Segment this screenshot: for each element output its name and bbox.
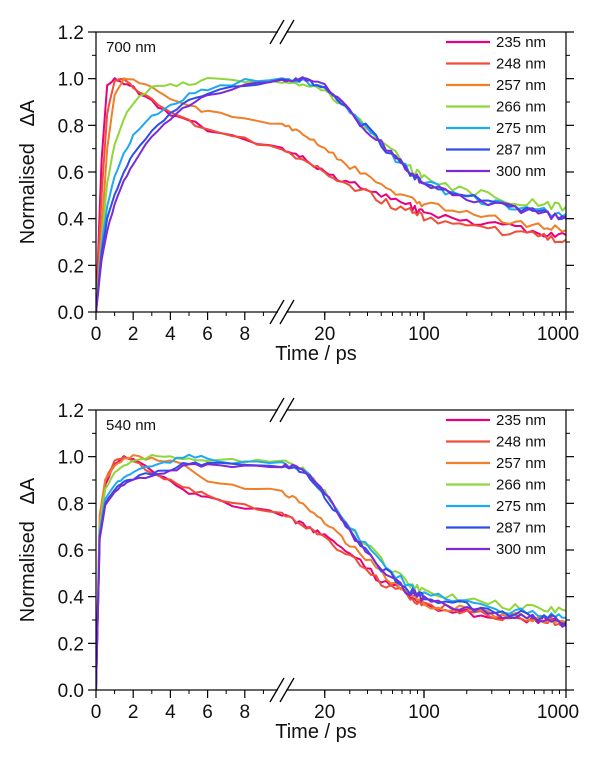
- legend-entry: 248 nm: [496, 434, 546, 451]
- legend-entry: 287 nm: [496, 520, 546, 537]
- x-tick-label: 20: [314, 702, 335, 723]
- y-tick-label: 0.0: [58, 681, 84, 702]
- axis-break-mark: [269, 397, 285, 423]
- x-tick-label: 4: [165, 702, 176, 723]
- legend-entry: 248 nm: [496, 56, 546, 73]
- series-line-248-nm: [96, 77, 566, 312]
- x-tick-label: 2: [128, 324, 139, 345]
- axis-break-gap: [278, 408, 286, 412]
- chart-panel-1: 0.0 0.2 0.4 0.6 0.8 1.0 1.2 0 2 4 6 8 20 100 1000 Time …: [17, 397, 579, 743]
- y-tick-label: 0.2: [58, 634, 84, 655]
- legend: 235 nm 248 nm 257 nm 266 nm 275 nm 287 nm 300 …: [446, 34, 546, 180]
- axis-break-mark: [269, 299, 285, 325]
- panel-label: 700 nm: [106, 39, 156, 56]
- legend-entry: 287 nm: [496, 142, 546, 159]
- axis-break-mark: [269, 677, 285, 703]
- panel-label: 540 nm: [106, 417, 156, 434]
- x-tick-label: 8: [240, 324, 251, 345]
- series-line-257-nm: [96, 77, 566, 312]
- axis-break-gap: [278, 688, 286, 692]
- series-line-300-nm: [96, 463, 566, 690]
- axis-break-gap: [278, 30, 286, 34]
- x-tick-label: 20: [314, 324, 335, 345]
- axis-break-mark: [279, 397, 295, 423]
- x-tick-label: 6: [202, 324, 213, 345]
- y-tick-label: 1.0: [58, 70, 84, 91]
- series-group: [96, 453, 566, 690]
- x-axis-title: Time / ps: [275, 343, 357, 365]
- series-line-287-nm: [96, 461, 566, 690]
- x-tick-label: 8: [240, 702, 251, 723]
- x-tick-label: 100: [408, 702, 440, 723]
- legend-entry: 235 nm: [496, 34, 546, 51]
- legend: 235 nm 248 nm 257 nm 266 nm 275 nm 287 nm 300 …: [446, 412, 546, 558]
- y-tick-label: 0.8: [58, 116, 84, 137]
- x-tick-label: 1000: [537, 702, 579, 723]
- y-tick-label: 0.4: [58, 588, 85, 609]
- axis-break-mark: [279, 299, 295, 325]
- legend-entry: 266 nm: [496, 477, 546, 494]
- legend-entry: 275 nm: [496, 120, 546, 137]
- axis-break-gap: [278, 310, 286, 314]
- y-tick-label: 0.6: [58, 541, 84, 562]
- x-tick-label: 0: [91, 324, 102, 345]
- axis-break-mark: [279, 677, 295, 703]
- series-line-266-nm: [96, 77, 566, 312]
- y-axis-title: Normalised ΔA: [17, 477, 39, 622]
- x-tick-label: 2: [128, 702, 139, 723]
- legend-entry: 275 nm: [496, 498, 546, 515]
- x-tick-label: 6: [202, 702, 213, 723]
- x-tick-label: 1000: [537, 324, 579, 345]
- y-tick-label: 0.4: [58, 210, 85, 231]
- axis-break-mark: [269, 19, 285, 45]
- legend-entry: 266 nm: [496, 99, 546, 116]
- axis-break-mark: [279, 19, 295, 45]
- y-tick-label: 1.0: [58, 448, 84, 469]
- chart-panel-0: 0.0 0.2 0.4 0.6 0.8 1.0 1.2 0 2 4 6 8 20 100 1000 Time …: [17, 19, 579, 365]
- legend-entry: 257 nm: [496, 77, 546, 94]
- x-axis-title: Time / ps: [275, 721, 357, 743]
- series-group: [96, 76, 566, 312]
- series-line-300-nm: [96, 76, 566, 312]
- series-line-248-nm: [96, 456, 566, 690]
- y-tick-label: 1.2: [58, 23, 84, 44]
- x-tick-label: 4: [165, 324, 176, 345]
- y-tick-label: 0.8: [58, 494, 84, 515]
- legend-entry: 300 nm: [496, 163, 546, 180]
- y-tick-label: 1.2: [58, 401, 84, 422]
- y-tick-label: 0.2: [58, 256, 84, 277]
- legend-entry: 257 nm: [496, 455, 546, 472]
- y-tick-label: 0.6: [58, 163, 84, 184]
- x-tick-label: 0: [91, 702, 102, 723]
- x-tick-label: 100: [408, 324, 440, 345]
- legend-entry: 300 nm: [496, 541, 546, 558]
- y-tick-label: 0.0: [58, 303, 84, 324]
- y-axis-title: Normalised ΔA: [17, 99, 39, 244]
- legend-entry: 235 nm: [496, 412, 546, 429]
